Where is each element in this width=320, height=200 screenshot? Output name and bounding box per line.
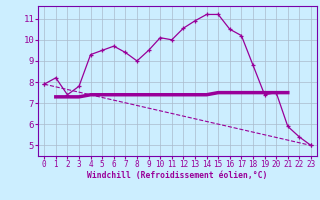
X-axis label: Windchill (Refroidissement éolien,°C): Windchill (Refroidissement éolien,°C) — [87, 171, 268, 180]
